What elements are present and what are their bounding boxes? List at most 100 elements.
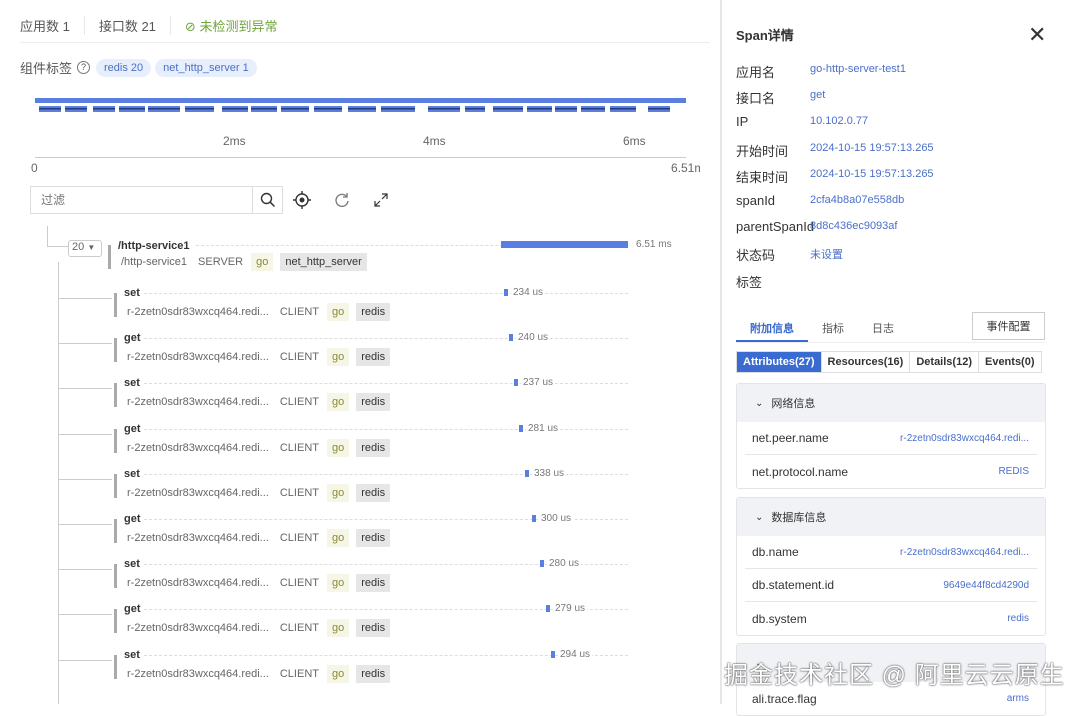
span-bar[interactable] [525,469,529,477]
span-bar[interactable] [504,289,508,296]
field-value[interactable]: 10.102.0.77 [810,115,869,128]
span-service: r-2zetn0sdr83wxcq464.redi... [127,396,269,409]
span-bar[interactable] [532,515,536,522]
detail-field: 接口名 get [736,88,825,107]
span-service: r-2zetn0sdr83wxcq464.redi... [127,622,269,635]
close-icon[interactable]: ✕ [1028,22,1047,47]
tag-chip-net-http[interactable]: net_http_server 1 [155,58,257,77]
field-value[interactable]: 2cfa4b8a07e558db [810,194,905,206]
span-row[interactable]: get r-2zetn0sdr83wxcq464.redi... CLIENT … [0,422,720,474]
detail-field: 结束时间 2024-10-15 19:57:13.265 [736,167,934,186]
field-value[interactable]: 8d8c436ec9093af [810,220,898,233]
group-header[interactable]: ⌄ 数据库信息 [737,498,1045,536]
group-header[interactable]: ⌄ 网络信息 [737,384,1045,422]
lang-badge: go [326,619,350,638]
attribute-value[interactable]: r-2zetn0sdr83wxcq464.redi... [900,546,1029,558]
tree-line [58,524,112,525]
span-meta: /http-service1 SERVER go net_http_server [121,253,367,271]
span-name: /http-service1 [118,240,190,252]
field-value[interactable]: 2024-10-15 19:57:13.265 [810,141,934,154]
span-meta: r-2zetn0sdr83wxcq464.redi... CLIENT go r… [127,348,391,367]
span-row[interactable]: get r-2zetn0sdr83wxcq464.redi... CLIENT … [0,513,720,564]
tab-logs[interactable]: 日志 [872,323,894,335]
component-badge: redis [356,574,391,593]
tree-line [58,343,112,345]
field-value[interactable]: get [810,89,826,102]
span-name: set [124,467,140,480]
search-button[interactable] [252,187,282,213]
minimap-span-line [93,108,115,110]
span-row-root[interactable]: /http-service1 /http-service1 SERVER go … [0,239,720,290]
minimap-span-line [581,108,605,110]
detail-field: spanId 2cfa4b8a07e558db [736,193,904,208]
span-row[interactable]: set r-2zetn0sdr83wxcq464.redi... CLIENT … [0,287,720,338]
span-bar[interactable] [501,241,628,248]
span-bar[interactable] [519,424,523,432]
expand-button[interactable] [371,190,391,210]
check-circle-icon: ⊘ [184,19,200,34]
attribute-value[interactable]: redis [1007,613,1029,624]
minimap-span-line [527,108,552,110]
minimap-span-line [381,108,415,110]
span-bar[interactable] [509,334,513,342]
tab-metrics[interactable]: 指标 [822,323,844,335]
segment-resources[interactable]: Resources(16) [822,352,911,372]
chevron-down-icon: ⌄ [755,397,764,409]
attribute-group: ⌄ 数据库信息 db.name r-2zetn0sdr83wxcq464.redi..… [736,497,1046,636]
span-duration: 281 us [526,422,561,434]
field-value[interactable]: 2024-10-15 19:57:13.265 [810,167,934,180]
span-indicator [114,473,117,498]
field-label: parentSpanId [736,219,815,235]
refresh-button[interactable] [332,190,352,210]
filter-input[interactable] [31,187,252,213]
expand-icon [374,193,388,207]
span-name: get [124,422,141,435]
lang-badge: go [326,529,350,547]
segment-attributes[interactable]: Attributes(27) [737,352,822,372]
attribute-segments: Attributes(27) Resources(16) Details(12)… [736,351,1042,373]
component-badge: redis [356,619,391,638]
span-row[interactable]: set r-2zetn0sdr83wxcq464.redi... CLIENT … [0,377,720,428]
segment-events[interactable]: Events(0) [984,356,1035,368]
span-row[interactable]: get r-2zetn0sdr83wxcq464.redi... CLIENT … [0,332,720,383]
attribute-value[interactable]: REDIS [998,466,1029,477]
help-icon[interactable]: ? [77,61,91,74]
span-name: get [124,513,141,525]
span-row[interactable]: get r-2zetn0sdr83wxcq464.redi... CLIENT … [0,603,720,654]
span-bar[interactable] [514,379,518,387]
span-bar[interactable] [551,650,555,658]
field-value[interactable]: 未设置 [810,249,843,262]
tick-label: 4ms [423,134,446,148]
attribute-value[interactable]: arms [1006,693,1029,704]
field-label: 开始时间 [736,143,789,159]
lang-badge: go [326,393,350,412]
span-detail-panel: Span详情 ✕ 应用名 go-http-server-test1 接口名 get IP… [720,0,1080,716]
span-row[interactable]: set r-2zetn0sdr83wxcq464.redi... CLIENT … [0,467,720,519]
detail-field: 标签 [736,272,762,291]
span-kind: CLIENT [279,351,319,364]
attribute-group: ⌄ 网络信息 net.peer.name r-2zetn0sdr83wxcq464.r… [736,383,1046,489]
lang-badge: go [326,483,350,502]
tab-extra-info[interactable]: 附加信息 [736,316,808,342]
span-bar[interactable] [546,605,550,613]
span-duration: 279 us [553,603,588,615]
span-row[interactable]: set r-2zetn0sdr83wxcq464.redi... CLIENT … [0,558,720,609]
component-tags: 组件标签 ? redis 20 net_http_server 1 [20,58,261,77]
event-config-button[interactable]: 事件配置 [972,312,1045,340]
attribute-value[interactable]: 9649e44f8cd4290d [943,579,1029,591]
minimap-span-line [555,108,577,110]
trace-minimap[interactable] [35,96,686,116]
attribute-value[interactable]: r-2zetn0sdr83wxcq464.redi... [900,432,1029,444]
component-badge: redis [356,393,391,412]
segment-details[interactable]: Details(12) [910,352,979,372]
field-value[interactable]: go-http-server-test1 [810,63,906,75]
collapse-toggle[interactable]: 20 ▼ [68,240,102,257]
group-header[interactable]: ⌄ [737,644,1045,682]
span-row[interactable]: set r-2zetn0sdr83wxcq464.redi... CLIENT … [0,648,720,700]
tag-chip-redis[interactable]: redis 20 [96,58,152,77]
span-bar[interactable] [540,560,544,568]
span-meta: r-2zetn0sdr83wxcq464.redi... CLIENT go r… [127,483,391,502]
locate-button[interactable] [292,190,312,210]
detail-field: IP 10.102.0.77 [736,114,868,129]
span-kind: CLIENT [279,622,319,635]
